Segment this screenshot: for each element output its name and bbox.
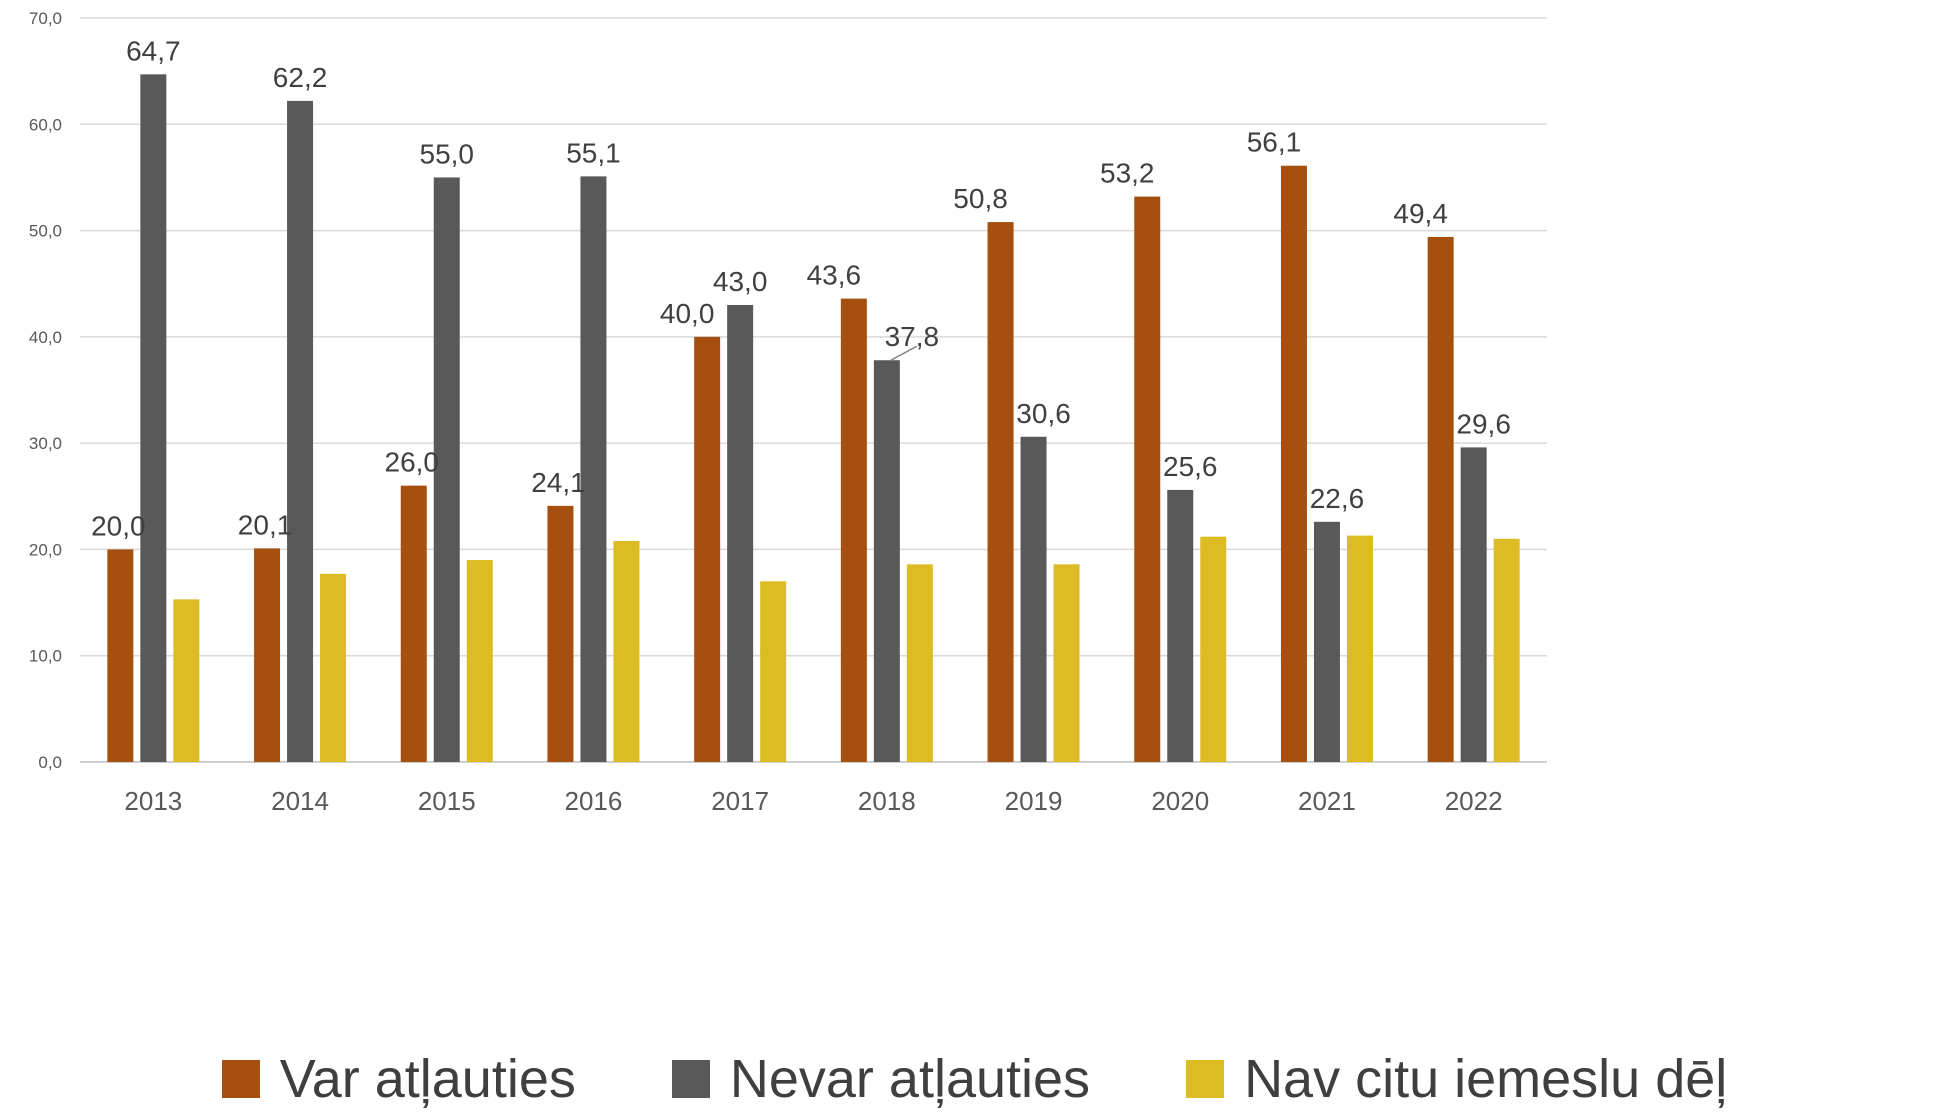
x-tick-label: 2015 [418,786,476,816]
bar-1-2021 [1313,521,1340,762]
x-tick-label: 2013 [124,786,182,816]
data-label-1-2015: 55,0 [420,138,475,169]
data-label-1-2013: 64,7 [126,35,181,66]
data-label-0-2017: 40,0 [660,298,715,329]
data-label-0-2018: 43,6 [807,260,862,291]
leader-line [890,345,918,361]
bar-0-2017 [694,336,721,762]
bar-1-2019 [1020,436,1047,762]
legend-swatch-var-atlauties [221,1060,260,1098]
bar-2-2016 [613,540,640,762]
bar-0-2014 [254,548,281,762]
bar-0-2019 [987,222,1014,762]
bar-2-2014 [320,573,347,762]
data-label-0-2022: 49,4 [1393,198,1448,229]
bar-1-2020 [1167,489,1194,762]
x-tick-label: 2022 [1445,786,1503,816]
data-label-1-2020: 25,6 [1163,451,1218,482]
bar-0-2016 [547,505,574,762]
data-label-0-2016: 24,1 [531,467,586,498]
x-tick-label: 2018 [858,786,916,816]
bar-chart: 0,0 10,0 20,0 30,0 40,0 50,0 60,0 70,0 20,0 64,7… [29,9,1547,816]
bar-0-2015 [400,485,427,762]
bar-0-2018 [840,298,867,762]
legend-item-nevar-atlauties: Nevar atļauties [671,1048,1091,1110]
data-label-0-2013: 20,0 [91,510,146,541]
y-tick-label: 50,0 [29,222,62,241]
x-tick-label: 2021 [1298,786,1356,816]
data-label-1-2021: 22,6 [1310,483,1365,514]
y-tick-label: 0,0 [38,753,62,772]
x-axis-ticks: 2013 2014 2015 2016 2017 2018 2019 2020 2021 2022 [124,786,1502,816]
data-label-0-2014: 20,1 [238,509,293,540]
y-tick-label: 60,0 [29,115,62,134]
bar-1-2014 [287,100,314,763]
bar-0-2022 [1427,236,1454,762]
bar-0-2013 [107,549,134,762]
y-tick-label: 10,0 [29,647,62,666]
x-tick-label: 2017 [711,786,769,816]
data-label-1-2019: 30,6 [1016,398,1071,429]
data-label-1-2016: 55,1 [566,137,621,168]
legend-label-nav-citu-iemeslu-del: Nav citu iemeslu dēļ [1244,1049,1728,1109]
bar-1-2017 [727,304,754,762]
x-tick-label: 2020 [1151,786,1209,816]
legend-item-nav-citu-iemeslu-del: Nav citu iemeslu dēļ [1186,1048,1727,1110]
data-label-1-2017: 43,0 [713,266,768,297]
legend-label-nevar-atlauties: Nevar atļauties [729,1049,1091,1109]
data-label-0-2021: 56,1 [1247,127,1302,158]
bar-1-2022 [1460,447,1487,762]
bar-2-2013 [173,599,200,762]
bar-2-2017 [760,581,787,762]
data-label-0-2015: 26,0 [385,447,440,478]
data-label-0-2020: 53,2 [1100,158,1155,189]
x-tick-label: 2014 [271,786,329,816]
bar-2-2022 [1493,538,1520,762]
bar-1-2015 [433,177,460,762]
legend-label-var-atlauties: Var atļauties [279,1049,576,1109]
y-tick-label: 70,0 [29,9,62,28]
bar-1-2016 [580,176,607,762]
data-label-1-2022: 29,6 [1456,408,1511,439]
bar-2-2020 [1200,536,1227,762]
legend-swatch-nav-citu-iemeslu-del [1186,1060,1225,1098]
bar-2-2021 [1346,535,1373,762]
y-tick-label: 30,0 [29,434,62,453]
x-tick-label: 2019 [1005,786,1063,816]
y-axis-ticks: 0,0 10,0 20,0 30,0 40,0 50,0 60,0 70,0 [29,9,62,772]
legend-swatch-nevar-atlauties [671,1060,710,1098]
y-tick-label: 40,0 [29,328,62,347]
legend-item-var-atlauties: Var atļauties [221,1048,576,1110]
bar-2-2019 [1053,564,1080,762]
y-tick-label: 20,0 [29,540,62,559]
data-label-1-2018: 37,8 [885,321,940,352]
bar-2-2018 [906,564,933,762]
bar-1-2018 [873,360,900,762]
bar-1-2013 [140,74,167,763]
data-label-0-2019: 50,8 [953,183,1008,214]
bars [107,74,1520,763]
bar-0-2020 [1134,196,1161,762]
legend: Var atļauties Nevar atļauties Nav citu i… [0,1045,1949,1113]
data-label-1-2014: 62,2 [273,62,328,93]
x-tick-label: 2016 [565,786,623,816]
bar-0-2021 [1280,165,1307,763]
bar-2-2015 [466,560,493,762]
data-labels: 20,0 64,7 20,1 62,2 26,0 55,0 24,1 55,1 40,043,0… [91,35,1511,541]
